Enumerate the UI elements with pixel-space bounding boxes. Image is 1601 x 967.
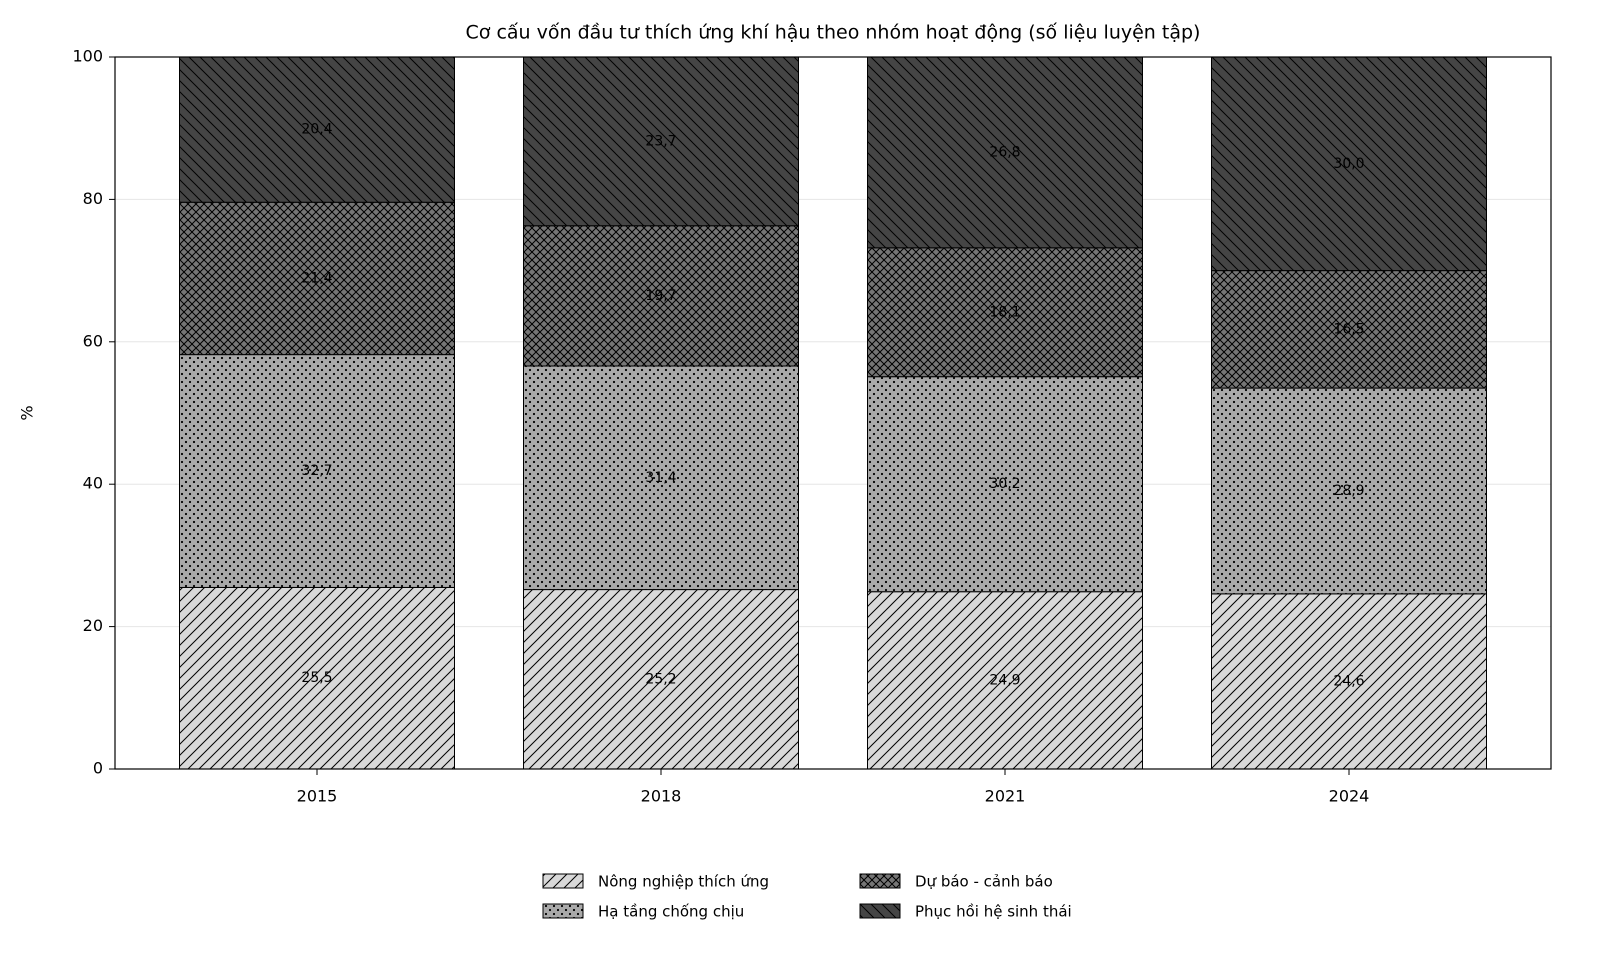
data-label: 24,9	[989, 672, 1020, 688]
legend-label: Nông nghiệp thích ứng	[598, 873, 769, 891]
x-tick-label: 2015	[297, 787, 338, 806]
legend-label: Hạ tầng chống chịu	[598, 903, 744, 921]
x-tick-label: 2021	[985, 787, 1026, 806]
legend-swatch	[542, 873, 584, 889]
legend-swatch	[859, 903, 901, 919]
legend-label: Dự báo - cảnh báo	[915, 873, 1053, 891]
bar-segment	[867, 247, 1143, 378]
plot-frame	[114, 56, 1552, 770]
legend-swatch	[859, 873, 901, 889]
legend-label: Phục hồi hệ sinh thái	[915, 903, 1072, 921]
data-label: 31,4	[645, 470, 676, 486]
y-tick-label: 60	[83, 331, 103, 350]
bar-segment	[1211, 270, 1487, 389]
data-label: 25,2	[645, 671, 676, 687]
bar-segment	[867, 591, 1143, 770]
data-label: 16,5	[1333, 321, 1364, 337]
data-label: 20,4	[301, 122, 332, 138]
data-label: 26,8	[989, 144, 1020, 160]
bar-segment	[179, 354, 455, 588]
data-label: 30,2	[989, 476, 1020, 492]
data-label: 32,7	[301, 463, 332, 479]
bar-segment	[867, 376, 1143, 593]
bar-segment	[523, 589, 799, 770]
data-label: 25,5	[301, 670, 332, 686]
data-label: 23,7	[645, 133, 676, 149]
y-tick-label: 20	[83, 616, 103, 635]
y-tick-label: 40	[83, 474, 103, 493]
y-axis-label: %	[18, 405, 37, 420]
bar-segment	[1211, 387, 1487, 595]
chart-title: Cơ cấu vốn đầu tư thích ứng khí hậu theo…	[466, 22, 1201, 44]
bar-segment	[179, 586, 455, 770]
x-tick-label: 2024	[1329, 787, 1370, 806]
y-tick-label: 100	[72, 47, 103, 66]
bar-segment	[1211, 56, 1487, 272]
y-tick-label: 0	[93, 759, 103, 778]
x-tick-label: 2018	[641, 787, 682, 806]
data-label: 24,6	[1333, 673, 1364, 689]
y-tick-label: 80	[83, 189, 103, 208]
data-label: 19,7	[645, 288, 676, 304]
bar-segment	[523, 225, 799, 367]
data-label: 30,0	[1333, 156, 1364, 172]
data-label: 28,9	[1333, 483, 1364, 499]
bar-segment	[523, 365, 799, 591]
bar-segment	[867, 56, 1143, 249]
legend-swatch	[542, 903, 584, 919]
data-label: 18,1	[989, 304, 1020, 320]
bar-segment	[523, 56, 799, 227]
bar-segment	[1211, 593, 1487, 770]
data-label: 21,4	[301, 270, 332, 286]
